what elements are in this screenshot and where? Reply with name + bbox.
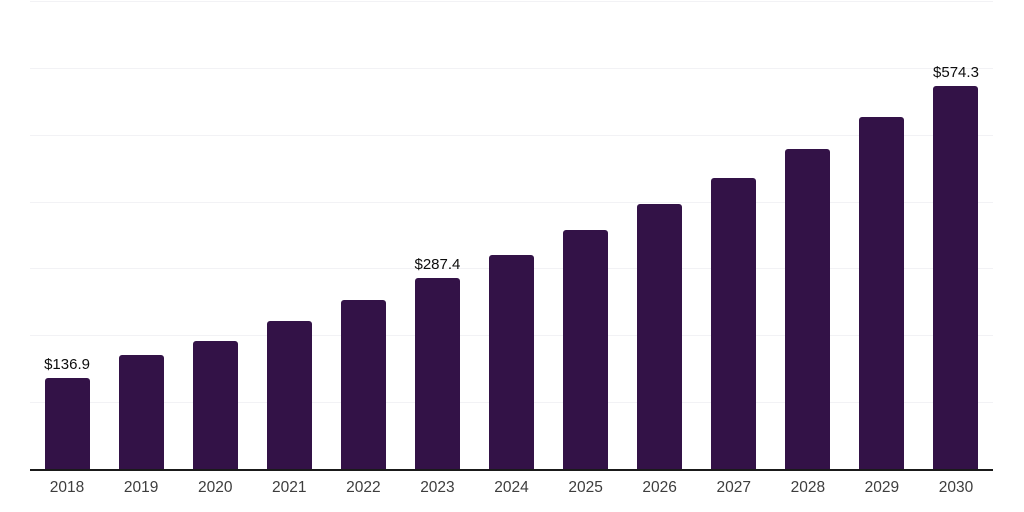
- x-tick-label-2025: 2025: [568, 479, 603, 496]
- x-tick-label-2023: 2023: [420, 479, 455, 496]
- x-tick-label-2028: 2028: [790, 479, 826, 496]
- x-tick-label-2022: 2022: [346, 479, 381, 496]
- bar-2019: [118, 354, 164, 470]
- bar-2026: [637, 204, 683, 470]
- x-axis-labels: 2018 2019 2020 2021 2022 2023 2024 2025 2026 2027…: [30, 478, 993, 498]
- bar-2020: [192, 341, 238, 470]
- bar-cell-2020: [178, 2, 252, 470]
- x-axis-line: [30, 469, 993, 471]
- value-label-2018: $136.9: [44, 356, 90, 374]
- bar-cell-2019: [104, 2, 178, 470]
- x-tick-label-2026: 2026: [642, 479, 677, 496]
- gridline-500: [30, 134, 993, 136]
- bar-cell-2029: [845, 2, 919, 470]
- bar-2029: [859, 117, 905, 470]
- value-label-2030: $574.3: [933, 64, 979, 82]
- bars-row: $136.9 $287.4 $574.3: [30, 2, 993, 470]
- x-tick-label-2029: 2029: [864, 479, 900, 496]
- bar-cell-2022: [326, 2, 400, 470]
- bar-cell-2018: $136.9: [30, 2, 104, 470]
- bar-2028: [785, 148, 831, 470]
- bar-cell-2021: [252, 2, 326, 470]
- bar-cell-2025: [549, 2, 623, 470]
- bar-2025: [563, 230, 609, 470]
- gridline-600: [30, 67, 993, 69]
- value-label-2023: $287.4: [414, 255, 461, 273]
- x-tick-label-2020: 2020: [197, 479, 233, 496]
- bar-2023: [414, 277, 460, 470]
- bar-2021: [266, 320, 312, 470]
- gridline-700: [30, 1, 993, 2]
- bar-2027: [711, 177, 757, 470]
- x-tick-label-2018: 2018: [49, 479, 85, 496]
- bar-2018: [44, 378, 90, 470]
- bar-cell-2026: [623, 2, 697, 470]
- bar-cell-2024: [474, 2, 548, 470]
- bar-cell-2023: $287.4: [400, 2, 474, 470]
- gridline-400: [30, 201, 993, 203]
- x-tick-label-2027: 2027: [716, 479, 751, 496]
- bar-2024: [489, 255, 534, 470]
- bar-cell-2027: [697, 2, 771, 470]
- plot-area: $136.9 $287.4 $574.3: [30, 1, 993, 471]
- bar-cell-2030: $574.3: [919, 2, 993, 470]
- x-tick-label-2024: 2024: [494, 479, 529, 496]
- x-tick-label-2019: 2019: [123, 479, 159, 496]
- x-tick-label-2030: 2030: [938, 479, 974, 496]
- bar-cell-2028: [771, 2, 845, 470]
- bar-2030: [933, 86, 979, 470]
- x-tick-label-2021: 2021: [272, 479, 307, 496]
- bar-2022: [340, 299, 386, 470]
